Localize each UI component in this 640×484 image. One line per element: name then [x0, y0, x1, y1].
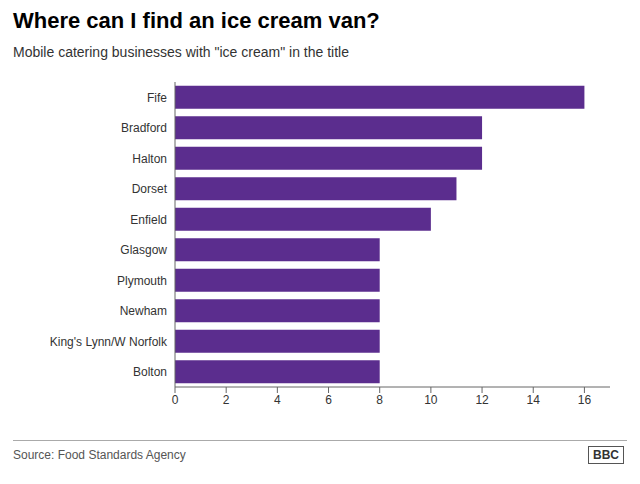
svg-text:12: 12	[475, 393, 489, 407]
svg-text:Fife: Fife	[147, 91, 167, 105]
svg-text:0: 0	[172, 393, 179, 407]
svg-text:10: 10	[424, 393, 438, 407]
svg-text:14: 14	[527, 393, 541, 407]
svg-text:Bradford: Bradford	[121, 121, 167, 135]
html-text:Source: Food Standards Agency: Source: Food Standards Agency	[13, 448, 186, 462]
html-text:Where can I find an ice cream: Where can I find an ice cream van?	[13, 8, 380, 33]
html-text:BBC: BBC	[593, 448, 619, 462]
svg-text:4: 4	[274, 393, 281, 407]
svg-text:Enfield: Enfield	[130, 213, 167, 227]
svg-text:King's Lynn/W Norfolk: King's Lynn/W Norfolk	[50, 335, 168, 349]
svg-text:6: 6	[325, 393, 332, 407]
svg-text:Newham: Newham	[120, 304, 167, 318]
svg-text:16: 16	[578, 393, 592, 407]
html-text:Mobile catering businesses wit: Mobile catering businesses with "ice cre…	[13, 44, 349, 60]
svg-text:Plymouth: Plymouth	[117, 274, 167, 288]
svg-text:Dorset: Dorset	[132, 182, 168, 196]
svg-text:8: 8	[376, 393, 383, 407]
svg-text:2: 2	[223, 393, 230, 407]
svg-text:Glasgow: Glasgow	[120, 243, 167, 257]
svg-text:Halton: Halton	[132, 152, 167, 166]
svg-text:Bolton: Bolton	[133, 365, 167, 379]
